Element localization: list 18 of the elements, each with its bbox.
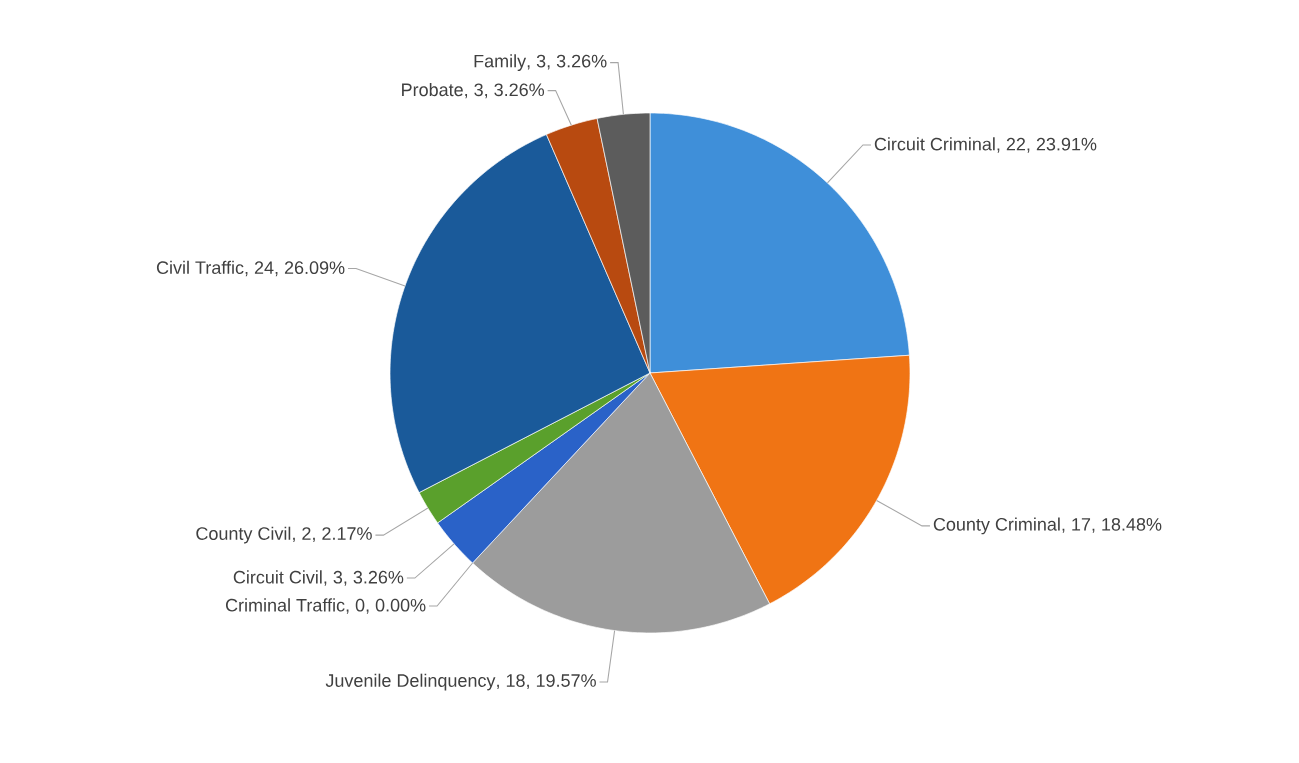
data-label: , 3, 3.26% xyxy=(527,54,607,70)
text: , 0, 0.00% xyxy=(346,598,426,614)
data-label: , 2, 2.17% xyxy=(293,527,372,543)
data-label: , 24, 26.09% xyxy=(245,261,345,277)
slice-label: Circuit Civil xyxy=(233,570,322,584)
data-label: , 3, 3.26% xyxy=(465,83,545,99)
slice-label: Probate xyxy=(402,82,463,97)
slice-label: Civil Traffic xyxy=(156,260,244,275)
slice-label: County Criminal xyxy=(933,517,1060,535)
data-label: , 18, 19.57% xyxy=(497,674,596,690)
slice-label: County Civil xyxy=(196,526,291,544)
slice-label: Family xyxy=(474,54,527,72)
slice-label: Juvenile Delinquency xyxy=(325,673,496,691)
category-label: Criminal Traffic xyxy=(225,598,345,612)
data-label: , 3, 3.26% xyxy=(324,570,404,586)
data-label: , 22, 23.91% xyxy=(997,137,1097,153)
slice-label: Circuit Criminal xyxy=(874,137,995,151)
data-label: , 17, 18.48% xyxy=(1062,517,1162,533)
